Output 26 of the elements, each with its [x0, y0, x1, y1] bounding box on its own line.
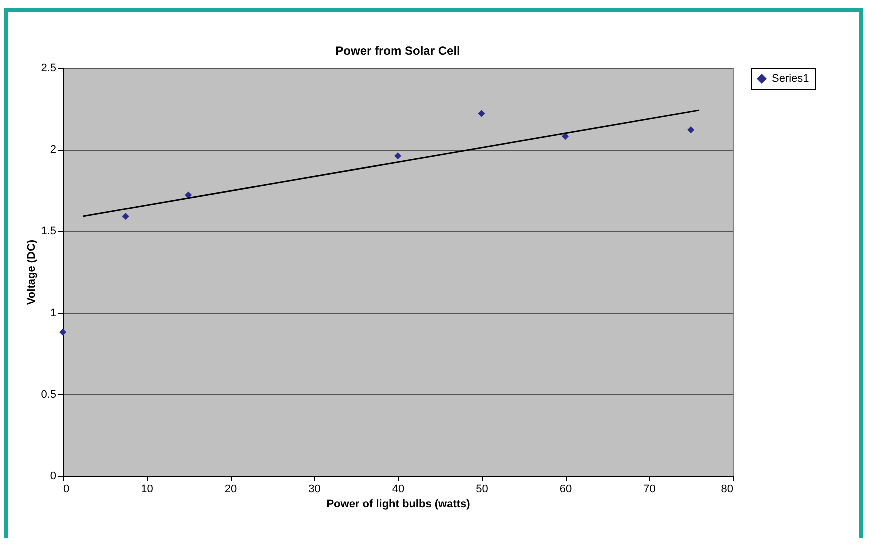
x-tick-label: 80 [721, 484, 734, 496]
legend-label: Series1 [772, 73, 810, 85]
x-tick-label: 20 [224, 484, 238, 496]
y-axis-title: Voltage (DC) [26, 240, 38, 306]
x-axis-title: Power of light bulbs (watts) [326, 498, 471, 510]
point [185, 192, 192, 199]
x-tick-label: 50 [476, 484, 488, 496]
point [394, 152, 402, 160]
point [562, 133, 570, 140]
point [688, 126, 695, 134]
y-tick-label: 2 [50, 144, 56, 156]
x-tick-label: 40 [392, 484, 405, 496]
point [478, 110, 486, 118]
x-tick-label: 10 [141, 484, 154, 496]
y-tick-label: 0.5 [41, 388, 56, 401]
x-tick-label: 60 [560, 484, 572, 496]
chart-title: Power from Solar Cell [336, 44, 460, 58]
y-tick-label: 1.5 [41, 226, 56, 238]
y-tick-label: 1 [50, 307, 56, 320]
x-tick-label: 30 [308, 484, 321, 496]
point [59, 328, 67, 336]
point [122, 212, 130, 220]
y-tick-label: 0 [50, 470, 56, 482]
y-tick-label: 2.5 [41, 62, 56, 74]
x-tick-label: 70 [644, 484, 656, 496]
x-tick-label: 0 [64, 484, 70, 496]
